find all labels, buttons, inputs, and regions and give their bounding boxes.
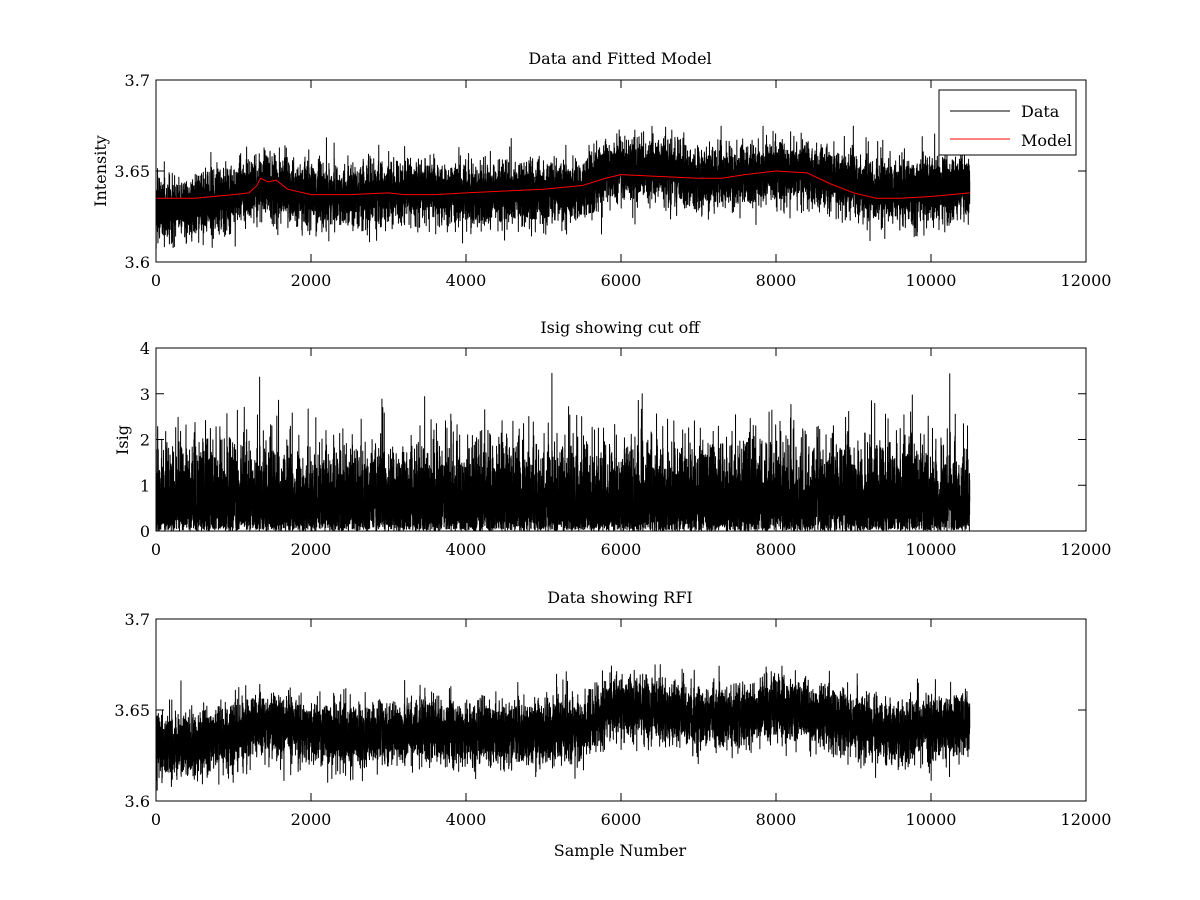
- ticks: 0 2000 4000 6000 8000 10000 12000 0 1 2 3 4: [140, 339, 1112, 559]
- y-tick-label: 3.7: [125, 610, 150, 629]
- legend-label-data: Data: [1021, 102, 1060, 121]
- x-tick-label: 4000: [446, 540, 487, 559]
- legend-box: [938, 89, 1077, 156]
- x-tick-label: 2000: [291, 271, 332, 290]
- x-tick-label: 10000: [906, 810, 957, 829]
- x-tick-label: 8000: [756, 540, 797, 559]
- x-tick-label: 2000: [291, 540, 332, 559]
- y-tick-label: 0: [140, 522, 150, 541]
- x-axis-label: Sample Number: [554, 841, 687, 860]
- series-layer: [155, 372, 971, 532]
- x-tick-label: 10000: [906, 540, 957, 559]
- x-tick-label: 12000: [1061, 540, 1112, 559]
- y-tick-label: 3.6: [125, 253, 150, 272]
- subplot-isig: Isig showing cut off Isig 0 2000 4000 6000 8…: [113, 318, 1111, 559]
- subplot-title: Data and Fitted Model: [528, 49, 711, 68]
- subplot-data-rfi: Data showing RFI 0 2000 4000 6000 8000 10000 1…: [114, 588, 1111, 860]
- y-tick-label: 3.65: [114, 701, 150, 720]
- series-line-data: [155, 125, 971, 249]
- legend-label-model: Model: [1021, 131, 1072, 150]
- ticks: 0 2000 4000 6000 8000 10000 12000 3.6 3.65 3.7: [114, 610, 1111, 829]
- series-layer: [155, 125, 971, 249]
- x-tick-label: 0: [151, 540, 161, 559]
- ticks: 0 2000 4000 6000 8000 10000 12000 3.6 3.65 3.7: [114, 71, 1111, 290]
- y-tick-label: 3: [140, 385, 150, 404]
- series-line-model: [156, 170, 970, 199]
- subplot-title: Data showing RFI: [547, 588, 692, 607]
- x-tick-label: 4000: [446, 810, 487, 829]
- x-tick-label: 6000: [601, 540, 642, 559]
- x-tick-label: 2000: [291, 810, 332, 829]
- x-tick-label: 0: [151, 810, 161, 829]
- x-tick-label: 0: [151, 271, 161, 290]
- series-line-isig: [155, 372, 971, 532]
- subplot-title: Isig showing cut off: [540, 318, 701, 337]
- x-tick-label: 6000: [601, 810, 642, 829]
- y-tick-label: 3.6: [125, 792, 150, 811]
- x-tick-label: 10000: [906, 271, 957, 290]
- x-tick-label: 8000: [756, 810, 797, 829]
- x-tick-label: 6000: [601, 271, 642, 290]
- y-tick-label: 2: [140, 431, 150, 450]
- x-tick-label: 12000: [1061, 271, 1112, 290]
- x-tick-label: 8000: [756, 271, 797, 290]
- y-tick-label: 1: [140, 476, 150, 495]
- y-tick-label: 3.7: [125, 71, 150, 90]
- y-axis-label: Isig: [113, 425, 132, 455]
- legend: Data Model: [938, 89, 1077, 156]
- y-tick-label: 4: [140, 339, 150, 358]
- y-axis-label: Intensity: [91, 135, 110, 207]
- x-tick-label: 12000: [1061, 810, 1112, 829]
- series-line-data: [155, 664, 971, 791]
- series-layer: [155, 664, 971, 791]
- x-tick-label: 4000: [446, 271, 487, 290]
- y-tick-label: 3.65: [114, 162, 150, 181]
- subplot-data-and-model: Data and Fitted Model Intensity 0 2000 400…: [91, 49, 1111, 290]
